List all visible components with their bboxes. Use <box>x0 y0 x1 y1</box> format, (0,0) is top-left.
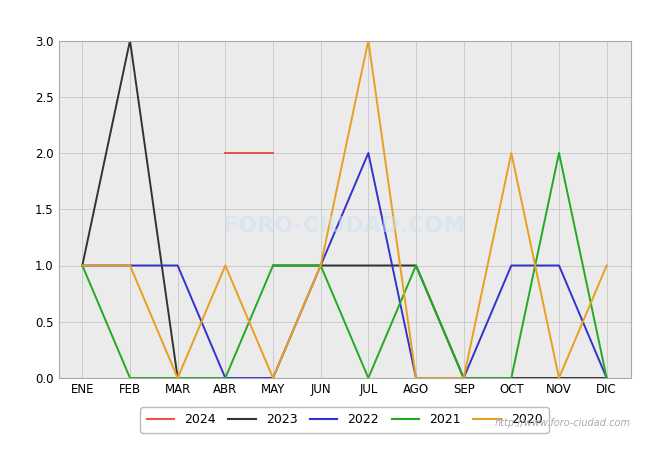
Text: Matriculaciones de Vehiculos en Villastar: Matriculaciones de Vehiculos en Villasta… <box>156 11 494 29</box>
Legend: 2024, 2023, 2022, 2021, 2020: 2024, 2023, 2022, 2021, 2020 <box>140 407 549 432</box>
Text: FORO-CIUDAD.COM: FORO-CIUDAD.COM <box>224 216 465 236</box>
Text: http://www.foro-ciudad.com: http://www.foro-ciudad.com <box>495 418 630 428</box>
